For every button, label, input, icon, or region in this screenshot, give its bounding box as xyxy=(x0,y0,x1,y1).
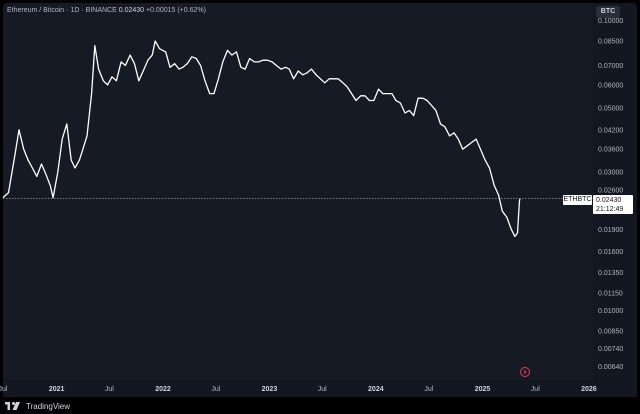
y-tick-label: 0.02600 xyxy=(598,188,623,195)
plot-area[interactable] xyxy=(3,3,593,379)
x-tick-label: 2026 xyxy=(581,386,597,393)
y-tick-label: 0.01000 xyxy=(598,308,623,315)
lightning-icon[interactable] xyxy=(520,367,530,377)
x-tick-label: 2021 xyxy=(49,386,65,393)
series-line-ethbtc xyxy=(2,40,521,238)
y-tick-label: 0.01600 xyxy=(598,249,623,256)
y-tick-label: 0.03000 xyxy=(598,170,623,177)
y-tick-label: 0.05000 xyxy=(598,105,623,112)
y-tick-label: 0.03600 xyxy=(598,147,623,154)
x-tick-label: Jul xyxy=(0,386,8,393)
legend-change: +0.00015 (+0.62%) xyxy=(146,7,206,14)
tradingview-logo[interactable]: TradingView xyxy=(5,400,70,412)
y-tick-label: 0.00640 xyxy=(598,364,623,371)
x-tick-label: Jul xyxy=(105,386,114,393)
symbol-price-tag: ETHBTC xyxy=(563,194,592,205)
x-tick-label: Jul xyxy=(424,386,433,393)
x-tick-label: Jul xyxy=(318,386,327,393)
x-tick-label: 2025 xyxy=(475,386,491,393)
legend-separator: · xyxy=(66,7,69,14)
chart-canvas: 0.10000 0.08500 0.07000 0.06000 0.05000 0.042… xyxy=(0,18,623,393)
tradingview-logo-icon xyxy=(5,402,20,410)
price-axis[interactable] xyxy=(593,3,637,379)
y-tick-label: 0.01150 xyxy=(598,290,623,297)
x-axis-ticks: Jul 2021 Jul 2022 Jul 2023 Jul 2024 Jul 2025 Jul 20… xyxy=(0,386,597,393)
x-tick-label: Jul xyxy=(531,386,540,393)
y-tick-label: 0.01350 xyxy=(598,270,623,277)
legend-exchange: BINANCE xyxy=(85,7,117,14)
y-tick-label: 0.01900 xyxy=(598,227,623,234)
last-price-value: 0.02430 xyxy=(596,196,622,204)
y-tick-label: 0.00850 xyxy=(598,328,623,335)
y-tick-label: 0.08500 xyxy=(598,39,623,46)
x-tick-label: Jul xyxy=(211,386,220,393)
x-tick-label: 2024 xyxy=(368,386,384,393)
y-tick-label: 0.04200 xyxy=(598,127,623,134)
bar-countdown: 21:12:49 xyxy=(596,205,624,213)
x-tick-label: 2023 xyxy=(262,386,278,393)
y-tick-label: 0.07000 xyxy=(598,63,623,70)
legend-interval: 1D xyxy=(70,7,80,14)
y-tick-label: 0.06000 xyxy=(598,82,623,89)
footer xyxy=(0,397,640,414)
symbol-legend[interactable]: Ethereum / Bitcoin · 1D · BINANCE 0.0243… xyxy=(7,7,206,14)
last-price-tag: 0.02430 21:12:49 xyxy=(593,194,633,214)
y-tick-label: 0.00740 xyxy=(598,346,623,353)
x-tick-label: 2022 xyxy=(155,386,171,393)
y-tick-label: 0.10000 xyxy=(598,18,623,25)
tradingview-brand: TradingView xyxy=(26,401,71,411)
legend-symbol: Ethereum / Bitcoin xyxy=(7,7,65,14)
legend-separator: · xyxy=(81,7,84,14)
currency-button[interactable]: BTC xyxy=(596,6,620,18)
legend-last-price: 0.02430 xyxy=(118,7,145,14)
time-axis[interactable] xyxy=(3,379,637,397)
